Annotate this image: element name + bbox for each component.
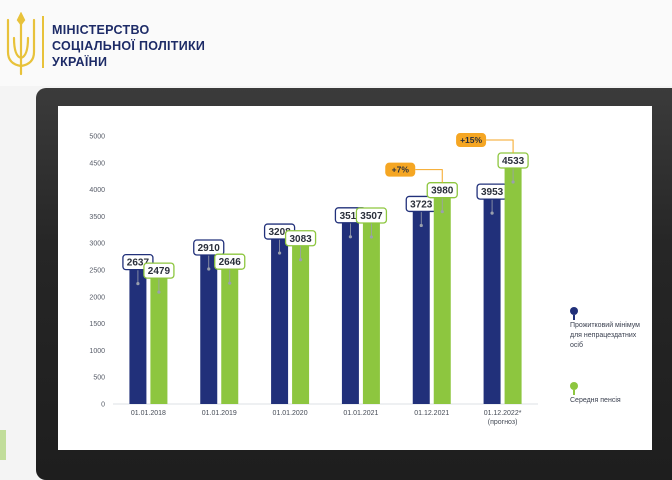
data-label-pointer-dot: [419, 223, 423, 228]
ministry-line-1: МІНІСТЕРСТВО: [52, 23, 150, 37]
data-label-pointer-dot: [369, 235, 374, 239]
bar-subsistence: [412, 204, 430, 404]
growth-badge-label: +15%: [460, 135, 482, 145]
growth-connector: [486, 139, 514, 154]
ministry-name: МІНІСТЕРСТВО СОЦІАЛЬНОЇ ПОЛІТИКИ УКРАЇНИ: [52, 22, 205, 70]
x-tick-label: 01.01.2019: [202, 410, 237, 417]
y-tick-label: 1000: [89, 348, 105, 355]
bar-subsistence: [341, 215, 359, 404]
y-tick-label: 4500: [89, 160, 105, 167]
y-tick-label: 5000: [89, 134, 105, 141]
ministry-line-2: СОЦІАЛЬНОЇ ПОЛІТИКИ: [52, 39, 206, 53]
bar-pension: [433, 190, 451, 404]
data-label-pointer-dot: [207, 267, 211, 271]
data-label: 2479: [148, 266, 171, 277]
y-tick-label: 0: [101, 402, 105, 409]
legend-label: Середня пенсія: [570, 397, 621, 404]
data-label: 3723: [410, 199, 433, 210]
monitor-screen: 0 500 1000 1500 2000 2500 3000 3500 4000 4500 5000…: [58, 106, 652, 450]
bar-subsistence: [200, 248, 218, 404]
data-label-box: [284, 230, 317, 247]
bar-subsistence: [271, 232, 289, 404]
data-label-box: [214, 253, 246, 270]
data-label: 3083: [289, 234, 312, 245]
legend-label: Прожитковий мінімум для непрацездатних о…: [570, 322, 640, 349]
data-label: 3208: [268, 227, 291, 238]
data-label-pointer-dot: [277, 251, 282, 255]
data-label-pointer-dot: [440, 210, 444, 214]
data-label-pointer-dot: [348, 235, 353, 239]
data-label-box: [497, 152, 529, 169]
legend-pin-green-icon: [570, 382, 578, 395]
data-label: 2910: [198, 243, 221, 254]
growth-badge-label: +7%: [392, 165, 410, 175]
growth-badge: [456, 133, 487, 148]
header: МІНІСТЕРСТВО СОЦІАЛЬНОЇ ПОЛІТИКИ УКРАЇНИ: [0, 0, 672, 86]
bar-subsistence: [483, 192, 501, 404]
bar-pension: [362, 216, 380, 404]
y-tick-label: 500: [93, 375, 105, 382]
y-tick-label: 3000: [89, 241, 105, 248]
data-label-box: [143, 262, 175, 279]
legend-item-pension: Середня пенсія: [570, 382, 650, 406]
data-label: 3953: [481, 187, 504, 198]
x-tick-label: 01.01.2018: [131, 410, 166, 417]
growth-connector: [415, 169, 443, 183]
x-tick-label: 01.12.2022*: [484, 410, 522, 417]
bar-subsistence: [129, 262, 147, 404]
bar-pension: [292, 238, 310, 404]
y-tick-label: 4000: [89, 187, 105, 194]
growth-badge: [385, 162, 416, 177]
data-label: 2646: [219, 257, 242, 268]
data-label: 3511: [340, 211, 362, 222]
data-label: 4533: [502, 156, 525, 167]
data-label-pointer-dot: [157, 290, 161, 294]
y-tick-label: 1500: [89, 321, 105, 328]
bar-pension: [150, 271, 168, 404]
data-label-pointer-dot: [511, 180, 515, 184]
data-label-pointer-dot: [298, 258, 303, 262]
bar-pension: [221, 262, 239, 404]
data-label-box: [193, 239, 225, 256]
x-tick-label: 01.01.2020: [273, 410, 308, 417]
emblem-divider: [42, 16, 44, 68]
x-tick-label: 01.12.2021: [414, 410, 449, 417]
data-label-box: [355, 207, 388, 224]
y-tick-label: 3500: [89, 214, 105, 221]
legend-pin-blue-icon: [570, 307, 578, 320]
ministry-line-3: УКРАЇНИ: [52, 55, 108, 69]
legend-item-subsistence: Прожитковий мінімум для непрацездатних о…: [570, 307, 650, 351]
y-tick-label: 2000: [89, 294, 105, 301]
bar-pension: [504, 161, 522, 404]
trident-emblem-icon: [6, 12, 36, 76]
bar-chart: 0 500 1000 1500 2000 2500 3000 3500 4000 4500 5000…: [89, 133, 538, 426]
data-label-pointer-dot: [228, 281, 232, 285]
data-label: 2637: [127, 258, 150, 269]
decorative-edge: [0, 430, 6, 460]
x-tick-label: 01.01.2021: [343, 410, 378, 417]
data-label-pointer-dot: [490, 211, 494, 215]
data-label: 3507: [360, 211, 383, 222]
data-label: 3980: [431, 186, 454, 197]
x-tick-note: (прогноз): [488, 419, 518, 426]
y-tick-label: 2500: [89, 268, 105, 275]
data-label-pointer-dot: [136, 282, 140, 286]
